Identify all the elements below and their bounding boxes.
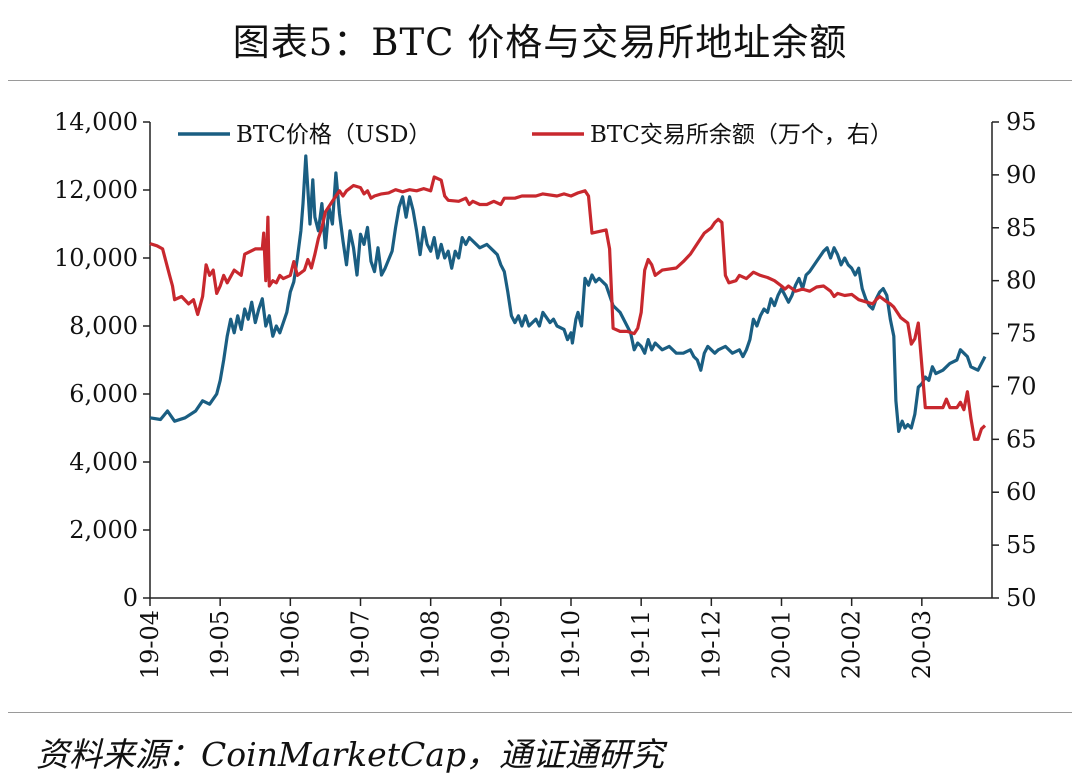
right-tick-label: 70: [1006, 372, 1037, 400]
legend-price-label: BTC价格（USD）: [236, 122, 431, 148]
right-tick-label: 60: [1006, 478, 1037, 506]
x-tick-label: 19-09: [487, 610, 515, 679]
right-tick-label: 95: [1006, 108, 1037, 136]
x-tick-label: 19-06: [276, 610, 304, 679]
balance-series-line: [149, 175, 987, 441]
x-tick-label: 19-10: [557, 610, 585, 679]
x-tick-label: 20-03: [908, 610, 936, 679]
left-axis-ticks: 0 2,000 4,000 6,000 8,000 10,000 12,000 14,000: [54, 108, 150, 612]
legend-balance-label: BTC交易所余额（万个，右）: [590, 122, 893, 148]
x-axis-ticks: 19-04 19-05 19-06 19-07 19-08 19-09 19-10 19-11…: [136, 598, 936, 679]
right-axis-ticks: 50 55 60 65 70 75 80 85 90 95: [992, 108, 1037, 612]
right-tick-label: 50: [1006, 584, 1037, 612]
series-lines: [149, 154, 987, 441]
chart-legend: BTC价格（USD） BTC交易所余额（万个，右）: [178, 122, 893, 148]
left-tick-label: 8,000: [69, 312, 138, 340]
right-tick-label: 85: [1006, 214, 1037, 242]
left-tick-label: 4,000: [69, 448, 138, 476]
left-tick-label: 2,000: [69, 516, 138, 544]
line-chart: 02,0004,0006,0008,00010,00012,00014,000 …: [54, 108, 1037, 679]
left-tick-label: 12,000: [54, 176, 138, 204]
left-tick-label: 14,000: [54, 108, 138, 136]
x-tick-label: 19-11: [627, 610, 655, 679]
x-tick-label: 19-07: [347, 610, 375, 679]
right-tick-label: 90: [1006, 161, 1037, 189]
left-tick-label: 6,000: [69, 380, 138, 408]
right-tick-label: 55: [1006, 531, 1037, 559]
right-tick-label: 80: [1006, 267, 1037, 295]
x-tick-label: 20-01: [768, 610, 796, 679]
source-note: 资料来源：CoinMarketCap，通证通研究: [36, 735, 664, 774]
source-divider: [8, 712, 1072, 713]
chart-axes: [149, 122, 993, 599]
title-divider: [8, 80, 1072, 81]
x-tick-label: 19-05: [206, 610, 234, 679]
right-tick-label: 65: [1006, 425, 1037, 453]
x-tick-label: 20-02: [838, 610, 866, 679]
x-tick-label: 19-12: [697, 610, 725, 679]
left-tick-label: 0: [123, 584, 138, 612]
price-series-line: [149, 154, 987, 433]
left-tick-label: 10,000: [54, 244, 138, 272]
x-tick-label: 19-04: [136, 610, 164, 679]
chart-title: 图表5：BTC 价格与交易所地址余额: [232, 21, 848, 64]
right-tick-label: 75: [1006, 320, 1037, 348]
x-tick-label: 19-08: [417, 610, 445, 679]
